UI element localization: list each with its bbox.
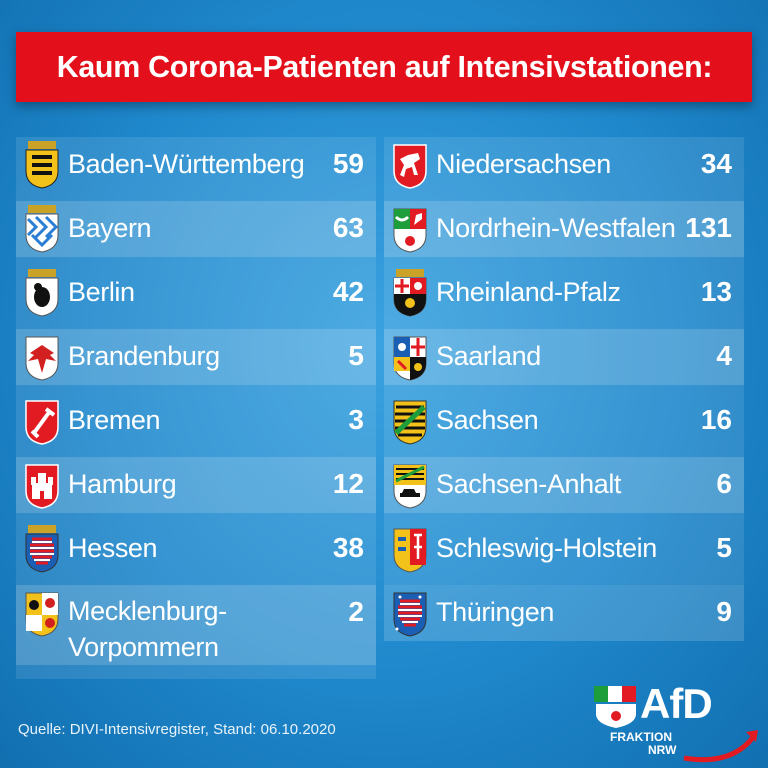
state-name: Brandenburg xyxy=(68,341,220,371)
state-name: Mecklenburg-Vorpommern xyxy=(68,596,227,662)
state-name: Nordrhein-Westfalen xyxy=(436,213,676,243)
nrw-flag-icon xyxy=(594,686,758,763)
logo-nrw: NRW xyxy=(648,743,677,757)
bremen-coat-icon xyxy=(20,397,64,445)
rheinland-pfalz-coat-icon xyxy=(388,269,432,317)
state-name: Bremen xyxy=(68,405,161,435)
hessen-coat-icon xyxy=(20,525,64,573)
state-value: 2 xyxy=(348,596,364,627)
list-item: Nordrhein-Westfalen 131 xyxy=(384,201,744,257)
sachsen-anhalt-coat-icon xyxy=(388,461,432,509)
page-title: Kaum Corona-Patienten auf Intensivstatio… xyxy=(56,49,712,84)
niedersachsen-coat-icon xyxy=(388,141,432,189)
afd-logo: AfD FRAKTION NRW xyxy=(592,680,762,764)
state-value: 63 xyxy=(332,212,364,243)
list-item: Berlin 42 xyxy=(16,265,376,321)
list-item: Schleswig-Holstein 5 xyxy=(384,521,744,577)
state-value: 42 xyxy=(332,276,364,307)
state-value: 59 xyxy=(332,148,364,179)
sachsen-coat-icon xyxy=(388,397,432,445)
state-name: Niedersachsen xyxy=(436,149,611,179)
state-value: 13 xyxy=(700,276,732,307)
schleswig-holstein-coat-icon xyxy=(388,525,432,573)
state-value: 5 xyxy=(348,340,364,371)
state-name: Hamburg xyxy=(68,469,177,499)
list-item: Hessen 38 xyxy=(16,521,376,577)
list-item: Baden-Württemberg 59 xyxy=(16,137,376,193)
state-name: Bayern xyxy=(68,213,152,243)
state-name: Thüringen xyxy=(436,597,554,627)
list-item: Niedersachsen 34 xyxy=(384,137,744,193)
source-note: Quelle: DIVI-Intensivregister, Stand: 06… xyxy=(18,721,336,738)
state-name: Rheinland-Pfalz xyxy=(436,277,621,307)
state-value: 12 xyxy=(332,468,364,499)
nordrhein-westfalen-coat-icon xyxy=(388,205,432,253)
list-item: Thüringen 9 xyxy=(384,585,744,641)
state-value: 38 xyxy=(332,532,364,563)
list-item: Bremen 3 xyxy=(16,393,376,449)
list-item: Rheinland-Pfalz 13 xyxy=(384,265,744,321)
state-value: 5 xyxy=(716,532,732,563)
state-value: 3 xyxy=(348,404,364,435)
hamburg-coat-icon xyxy=(20,461,64,509)
left-state-list: Baden-Württemberg 59 Bayern 63 Berlin 42… xyxy=(16,137,376,679)
bayern-coat-icon xyxy=(20,205,64,253)
list-item: Sachsen-Anhalt 6 xyxy=(384,457,744,513)
list-item: Bayern 63 xyxy=(16,201,376,257)
right-state-list: Niedersachsen 34 Nordrhein-Westfalen 131… xyxy=(384,137,744,641)
state-value: 9 xyxy=(716,596,732,627)
logo-fraktion: FRAKTION xyxy=(610,730,672,744)
state-value: 6 xyxy=(716,468,732,499)
thueringen-coat-icon xyxy=(388,589,432,637)
state-name: Saarland xyxy=(436,341,541,371)
state-name: Sachsen-Anhalt xyxy=(436,469,622,499)
state-value: 131 xyxy=(685,212,732,243)
mecklenburg-vorpommern-coat-icon xyxy=(20,589,64,637)
state-name: Sachsen xyxy=(436,405,539,435)
state-name: Berlin xyxy=(68,277,135,307)
state-name: Hessen xyxy=(68,533,158,563)
baden-wuerttemberg-coat-icon xyxy=(20,141,64,189)
state-value: 4 xyxy=(716,340,732,371)
list-item: Saarland 4 xyxy=(384,329,744,385)
list-item: Mecklenburg-Vorpommern 2 xyxy=(16,585,376,665)
title-banner: Kaum Corona-Patienten auf Intensivstatio… xyxy=(16,32,752,102)
state-name: Schleswig-Holstein xyxy=(436,533,657,563)
state-name: Baden-Württemberg xyxy=(68,149,305,179)
list-item: Hamburg 12 xyxy=(16,457,376,513)
berlin-coat-icon xyxy=(20,269,64,317)
logo-wordmark: AfD xyxy=(640,680,713,727)
state-value: 16 xyxy=(700,404,732,435)
brandenburg-coat-icon xyxy=(20,333,64,381)
list-item: Sachsen 16 xyxy=(384,393,744,449)
state-value: 34 xyxy=(700,148,732,179)
saarland-coat-icon xyxy=(388,333,432,381)
list-item: Brandenburg 5 xyxy=(16,329,376,385)
